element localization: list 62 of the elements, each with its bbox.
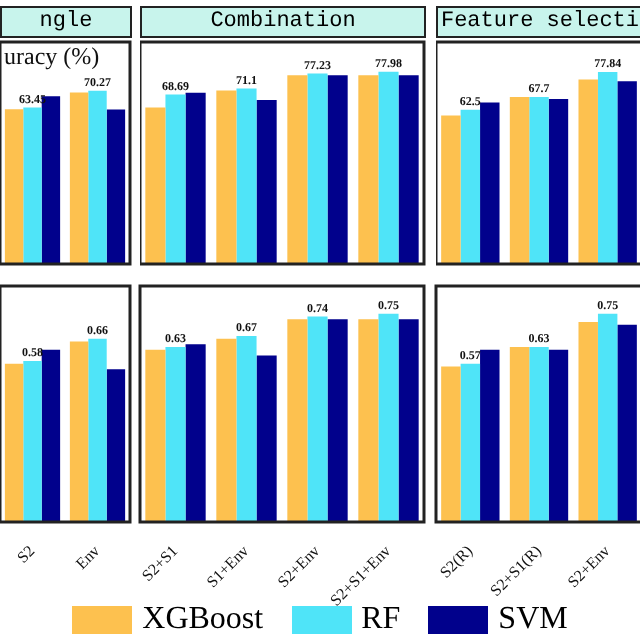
- bar: [358, 75, 379, 264]
- bar: [548, 98, 569, 264]
- bar: [69, 92, 89, 264]
- bar: [69, 341, 89, 522]
- bar: [145, 107, 166, 264]
- bar: [106, 109, 126, 264]
- bar: [236, 88, 257, 264]
- bar: [256, 99, 277, 264]
- bar: [165, 347, 186, 522]
- bar: [597, 72, 618, 264]
- bar: [4, 109, 24, 264]
- bar: [145, 349, 166, 522]
- bar: [597, 313, 618, 522]
- bar: [441, 115, 461, 264]
- x-tick-label: S2: [13, 541, 39, 567]
- bar: [185, 344, 206, 522]
- bar: [378, 313, 399, 522]
- bar: [23, 360, 42, 522]
- bar: [327, 75, 348, 264]
- bar: [23, 107, 42, 264]
- legend-label: XGBoost: [142, 602, 264, 636]
- chart-title: Feature selecti: [436, 6, 640, 38]
- bar: [327, 319, 348, 522]
- bar: [287, 319, 308, 522]
- bar: [236, 335, 257, 522]
- bar: [88, 338, 107, 522]
- bar: [398, 75, 419, 264]
- legend-label: RF: [361, 602, 401, 636]
- bar: [378, 71, 399, 264]
- bar: [256, 355, 277, 522]
- bar: [165, 94, 186, 264]
- bar: [509, 97, 530, 264]
- bar: [460, 109, 481, 264]
- bar: [216, 338, 237, 522]
- bar: [529, 347, 549, 522]
- bar: [529, 97, 549, 264]
- chart-title: Combination: [140, 6, 426, 38]
- bar: [509, 347, 530, 522]
- bar: [480, 102, 500, 264]
- bar: [307, 73, 328, 264]
- bar: [358, 319, 379, 522]
- bar: [88, 90, 107, 264]
- chart-title: ngle: [0, 6, 132, 38]
- bar: [41, 349, 61, 522]
- x-tick-label: Env: [72, 541, 104, 573]
- bar: [548, 349, 569, 522]
- bar: [460, 363, 481, 522]
- bar: [307, 316, 328, 522]
- annotation: uracy (%): [4, 42, 100, 71]
- bar: [578, 322, 598, 522]
- bar: [287, 75, 308, 264]
- bar: [185, 92, 206, 264]
- bar: [4, 363, 24, 522]
- bar: [216, 90, 237, 264]
- bar: [441, 366, 461, 522]
- bar: [106, 369, 126, 522]
- legend-label: SVM: [498, 602, 568, 636]
- bar: [578, 79, 598, 264]
- bar: [617, 81, 637, 264]
- bar: [480, 349, 500, 522]
- bar: [617, 324, 637, 522]
- bar: [398, 319, 419, 522]
